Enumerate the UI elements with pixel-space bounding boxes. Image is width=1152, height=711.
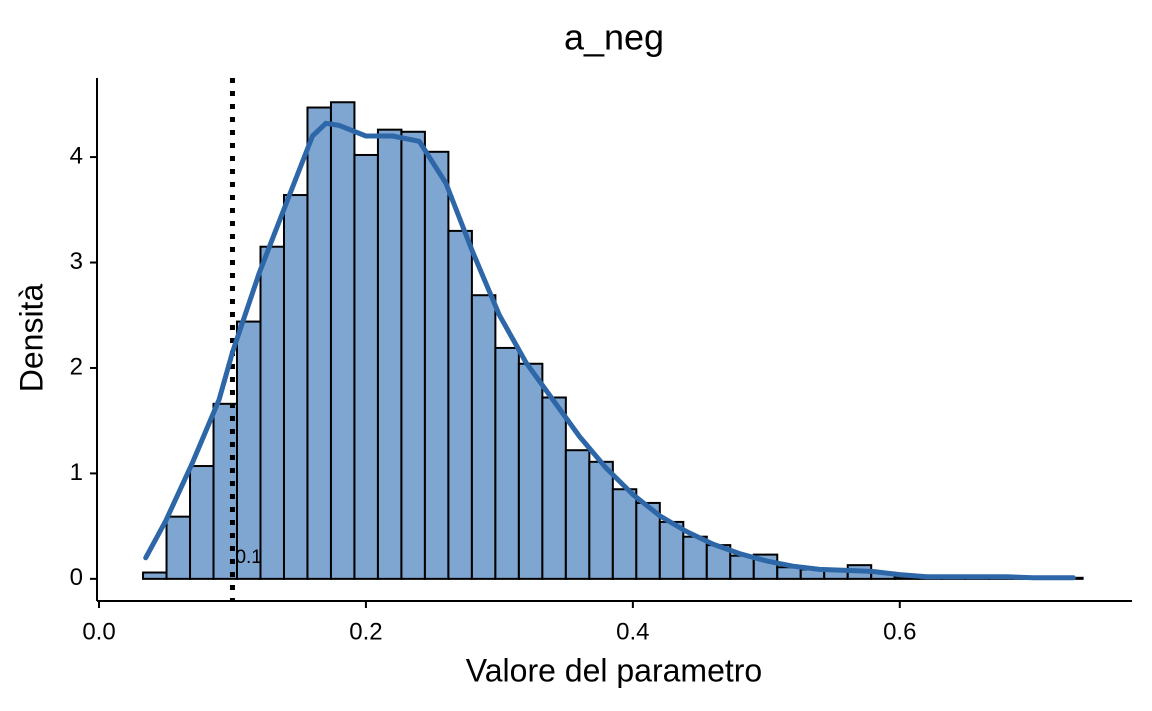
bar: [353, 153, 379, 580]
bar: [282, 194, 309, 580]
bar: [729, 554, 755, 580]
x-tick-label: 0.6: [883, 618, 916, 645]
bar: [376, 128, 403, 580]
bar: [236, 320, 262, 580]
bar: [259, 245, 285, 580]
bar: [400, 130, 426, 580]
y-tick-label: 3: [70, 248, 83, 275]
bar: [564, 449, 591, 580]
y-tick-label: 0: [70, 564, 83, 591]
bar: [611, 488, 638, 580]
bar: [541, 396, 567, 580]
y-axis-label: Densità: [13, 284, 49, 393]
density-curve: [143, 120, 1076, 581]
bar: [423, 150, 450, 580]
bar: [165, 515, 192, 580]
bar: [682, 535, 708, 580]
y-tick-label: 4: [70, 142, 83, 169]
x-tick-label: 0.2: [349, 618, 382, 645]
x-tick-label: 0.4: [616, 618, 649, 645]
bar: [494, 346, 520, 580]
bar: [306, 106, 332, 580]
chart-title: a_neg: [564, 17, 664, 58]
bar: [588, 460, 614, 580]
reference-label: 0.1: [235, 547, 261, 568]
bar: [329, 101, 356, 580]
bar: [142, 571, 168, 580]
x-axis-label: Valore del parametro: [466, 652, 762, 688]
bar: [447, 229, 473, 580]
y-tick-label: 1: [70, 459, 83, 486]
bar: [517, 362, 544, 580]
bar: [189, 465, 215, 580]
bar: [470, 294, 497, 580]
x-tick-label: 0.0: [82, 618, 115, 645]
y-tick-label: 2: [70, 353, 83, 380]
